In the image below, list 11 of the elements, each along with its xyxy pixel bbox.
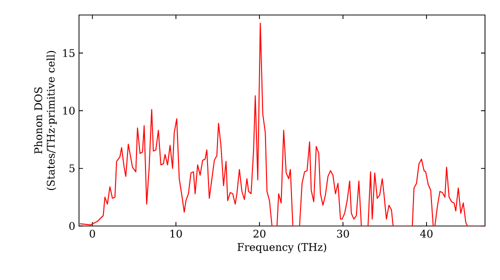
y-tick-label: 10 — [63, 106, 75, 115]
x-axis-title: Frequency (THz) — [238, 242, 326, 254]
y-tick-label: 0 — [69, 222, 75, 230]
x-tick-label: 30 — [337, 230, 349, 238]
x-tick-label: 10 — [170, 230, 182, 238]
x-tick-label: 0 — [90, 230, 96, 238]
x-tick-label: 20 — [253, 230, 266, 238]
x-tick-label: 40 — [420, 230, 433, 238]
y-tick-label: 15 — [63, 49, 74, 58]
y-tick-label: 5 — [70, 164, 74, 172]
y-axis-title: Phonon DOS (States/THz·primitive cell) — [34, 50, 57, 190]
